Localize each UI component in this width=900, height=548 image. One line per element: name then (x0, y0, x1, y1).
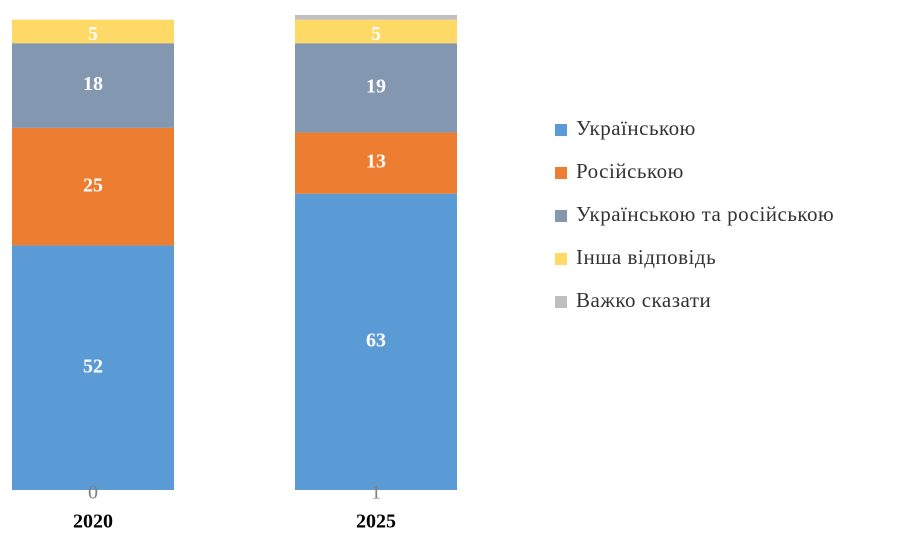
legend-label: Важко сказати (576, 288, 711, 312)
bar-segment (295, 193, 457, 490)
bar-segment (295, 132, 457, 194)
legend-label: Російською (576, 159, 684, 183)
legend-swatch (555, 253, 567, 265)
legend-label: Українською (576, 116, 696, 140)
data-label: 1 (371, 482, 381, 504)
legend-label: Інша відповідь (576, 245, 716, 269)
legend-swatch (555, 167, 567, 179)
data-label: 13 (366, 151, 386, 173)
x-tick-label: 2020 (73, 511, 113, 533)
data-label: 5 (88, 23, 98, 45)
x-tick-label: 2025 (356, 511, 396, 533)
bar-segment (12, 245, 174, 490)
data-label: 63 (366, 329, 386, 351)
legend-label: Українською та російською (576, 202, 834, 226)
bar-segment (295, 19, 457, 44)
bar-segment (12, 127, 174, 246)
bar-segment (12, 43, 174, 128)
data-label: 25 (83, 174, 103, 196)
bar-segment (295, 15, 457, 20)
legend-swatch (555, 296, 567, 308)
data-label: 0 (88, 482, 98, 504)
legend-swatch (555, 210, 567, 222)
bar-segment (295, 43, 457, 133)
bar-segment (12, 19, 174, 44)
data-label: 19 (366, 75, 386, 97)
data-label: 18 (83, 73, 103, 95)
legend-swatch (555, 124, 567, 136)
data-label: 5 (371, 23, 381, 45)
data-label: 52 (83, 355, 103, 377)
